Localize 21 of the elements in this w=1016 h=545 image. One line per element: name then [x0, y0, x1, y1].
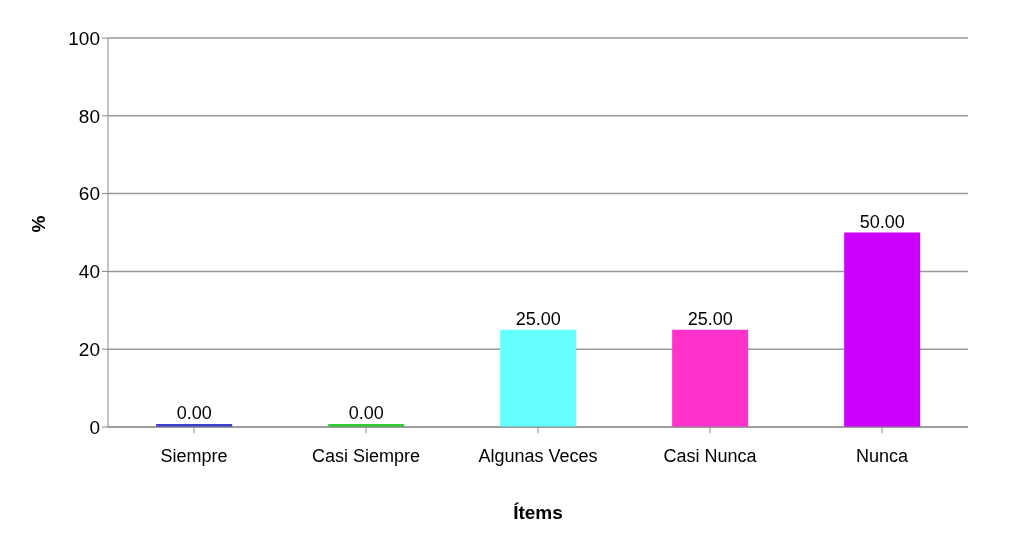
x-tick-label: Algunas Veces — [478, 445, 598, 466]
data-label: 0.00 — [176, 403, 212, 423]
x-tick-label: Casi Siempre — [311, 445, 421, 466]
data-label: 25.00 — [687, 308, 733, 329]
y-tick-label: 60 — [78, 183, 100, 205]
bar — [672, 329, 749, 427]
bar — [844, 232, 921, 427]
x-axis-title: Ítems — [513, 502, 563, 523]
y-tick-label: 80 — [78, 105, 100, 127]
data-label: 50.00 — [859, 211, 905, 232]
y-axis-title: % — [27, 215, 49, 233]
data-label: 25.00 — [515, 308, 561, 329]
x-tick-label: Siempre — [160, 445, 228, 466]
data-label: 0.00 — [348, 403, 384, 423]
y-tick-label: 0 — [89, 416, 100, 438]
y-tick-label: 100 — [68, 27, 100, 49]
y-tick-label: 20 — [78, 338, 100, 360]
bar — [500, 329, 577, 427]
x-tick-label: Nunca — [855, 445, 909, 466]
x-tick-label: Casi Nunca — [663, 445, 758, 466]
y-tick-label: 40 — [78, 261, 100, 283]
